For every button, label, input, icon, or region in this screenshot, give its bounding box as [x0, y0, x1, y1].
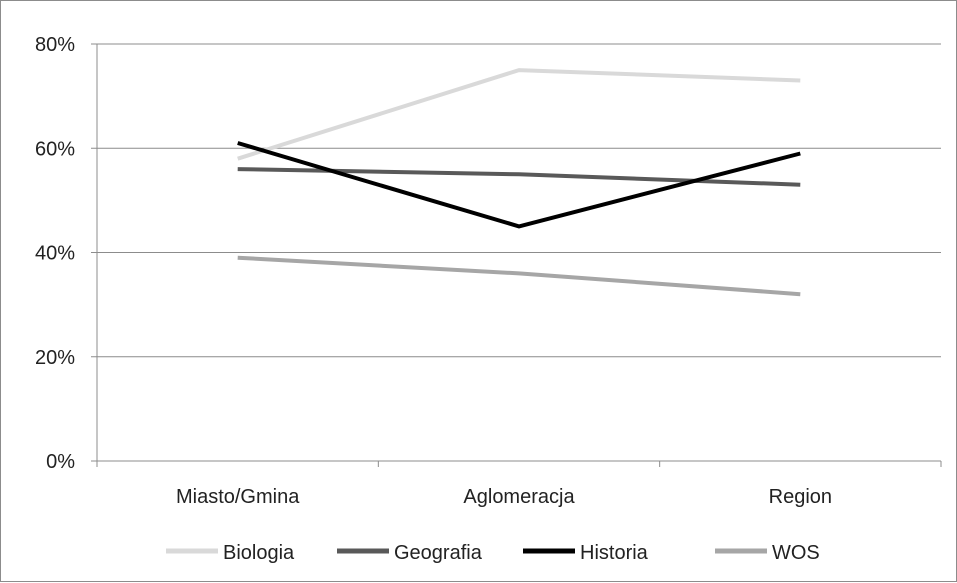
series-lines: [237, 68, 801, 297]
gridlines: [97, 43, 941, 358]
y-tick-label: 60%: [35, 138, 75, 160]
x-tick-label: Aglomeracja: [463, 486, 575, 508]
y-tick-label: 80%: [35, 34, 75, 56]
x-tick-label: Miasto/Gmina: [176, 486, 300, 508]
x-tick-label: Region: [769, 486, 832, 508]
legend-label-geografia: Geografia: [394, 542, 483, 564]
legend-label-biologia: Biologia: [223, 542, 295, 564]
y-axis-ticks: 0% 20% 40% 60% 80%: [35, 34, 97, 473]
series-line-wos: [237, 255, 801, 297]
series-line-biologia: [237, 68, 801, 161]
y-tick-label: 40%: [35, 243, 75, 265]
x-axis-ticks: Miasto/Gmina Aglomeracja Region: [96, 461, 942, 508]
series-line-historia: [237, 141, 801, 229]
y-tick-label: 20%: [35, 347, 75, 369]
y-tick-label: 0%: [46, 451, 75, 473]
legend: Biologia Geografia Historia WOS: [166, 542, 820, 564]
legend-label-wos: WOS: [772, 542, 820, 564]
legend-label-historia: Historia: [580, 542, 649, 564]
